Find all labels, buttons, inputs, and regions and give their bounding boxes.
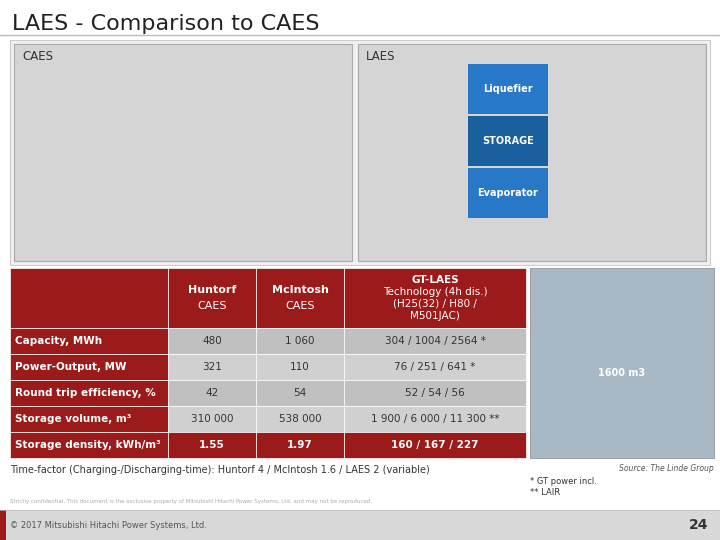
Bar bbox=[344, 432, 526, 458]
Text: Storage density, kWh/m³: Storage density, kWh/m³ bbox=[15, 440, 161, 450]
Bar bbox=[468, 116, 548, 166]
Text: CAES: CAES bbox=[197, 301, 227, 311]
Text: Time-factor (Charging-/Discharging-time): Huntorf 4 / McIntosh 1.6 / LAES 2 (var: Time-factor (Charging-/Discharging-time)… bbox=[10, 465, 430, 475]
Text: Technology (4h dis.): Technology (4h dis.) bbox=[383, 287, 487, 297]
Text: Round trip efficiency, %: Round trip efficiency, % bbox=[15, 388, 156, 398]
Text: (H25(32) / H80 /: (H25(32) / H80 / bbox=[393, 299, 477, 309]
Bar bbox=[10, 406, 168, 432]
Bar bbox=[344, 268, 526, 328]
Text: 1.55: 1.55 bbox=[199, 440, 225, 450]
Text: McIntosh: McIntosh bbox=[271, 285, 328, 295]
Text: Liquefier: Liquefier bbox=[483, 84, 533, 94]
Text: 304 / 1004 / 2564 *: 304 / 1004 / 2564 * bbox=[384, 336, 485, 346]
Text: STORAGE: STORAGE bbox=[482, 136, 534, 146]
Bar bbox=[168, 406, 256, 432]
Bar bbox=[168, 380, 256, 406]
Text: GT-LAES: GT-LAES bbox=[411, 275, 459, 285]
Text: 110: 110 bbox=[290, 362, 310, 372]
Bar bbox=[168, 328, 256, 354]
Bar bbox=[256, 406, 344, 432]
Text: © 2017 Mitsubishi Hitachi Power Systems, Ltd.: © 2017 Mitsubishi Hitachi Power Systems,… bbox=[10, 521, 207, 530]
Text: Storage volume, m³: Storage volume, m³ bbox=[15, 414, 131, 424]
Bar bbox=[344, 354, 526, 380]
Text: 160 / 167 / 227: 160 / 167 / 227 bbox=[391, 440, 479, 450]
Bar bbox=[10, 40, 710, 265]
Text: 54: 54 bbox=[293, 388, 307, 398]
Bar bbox=[256, 432, 344, 458]
Bar bbox=[468, 64, 548, 114]
Text: 538 000: 538 000 bbox=[279, 414, 321, 424]
Text: 76 / 251 / 641 *: 76 / 251 / 641 * bbox=[395, 362, 476, 372]
Bar bbox=[10, 328, 168, 354]
Bar bbox=[256, 328, 344, 354]
Text: LAES - Comparison to CAES: LAES - Comparison to CAES bbox=[12, 14, 320, 34]
Bar bbox=[0, 510, 6, 540]
Text: 1600 m3: 1600 m3 bbox=[598, 368, 646, 377]
Bar bbox=[256, 380, 344, 406]
Bar bbox=[168, 354, 256, 380]
Bar bbox=[344, 328, 526, 354]
Bar bbox=[168, 432, 256, 458]
Text: 1 900 / 6 000 / 11 300 **: 1 900 / 6 000 / 11 300 ** bbox=[371, 414, 499, 424]
Text: Evaporator: Evaporator bbox=[477, 188, 539, 198]
Bar bbox=[344, 380, 526, 406]
Bar bbox=[468, 168, 548, 218]
Text: 321: 321 bbox=[202, 362, 222, 372]
Text: LAES: LAES bbox=[366, 50, 395, 63]
Text: 480: 480 bbox=[202, 336, 222, 346]
Text: ** LAIR: ** LAIR bbox=[530, 488, 560, 497]
Bar bbox=[256, 354, 344, 380]
Text: 52 / 54 / 56: 52 / 54 / 56 bbox=[405, 388, 465, 398]
Bar bbox=[530, 268, 714, 458]
Text: Capacity, MWh: Capacity, MWh bbox=[15, 336, 102, 346]
Text: 1 060: 1 060 bbox=[285, 336, 315, 346]
Bar bbox=[10, 354, 168, 380]
Text: 1.97: 1.97 bbox=[287, 440, 313, 450]
Bar bbox=[10, 268, 168, 328]
Bar bbox=[344, 406, 526, 432]
Bar bbox=[256, 268, 344, 328]
Bar bbox=[14, 44, 352, 261]
Bar bbox=[10, 432, 168, 458]
Text: M501JAC): M501JAC) bbox=[410, 311, 460, 321]
Bar bbox=[168, 268, 256, 328]
Bar bbox=[10, 380, 168, 406]
Text: CAES: CAES bbox=[285, 301, 315, 311]
Bar bbox=[0, 510, 720, 540]
Text: 24: 24 bbox=[688, 518, 708, 532]
Text: 42: 42 bbox=[205, 388, 219, 398]
Text: Power-Output, MW: Power-Output, MW bbox=[15, 362, 127, 372]
Bar bbox=[358, 44, 706, 261]
Text: Source: The Linde Group: Source: The Linde Group bbox=[619, 464, 714, 473]
Text: 310 000: 310 000 bbox=[191, 414, 233, 424]
Text: * GT power incl.: * GT power incl. bbox=[530, 477, 597, 486]
Text: Huntorf: Huntorf bbox=[188, 285, 236, 295]
Text: Strictly confidential. This document is the exclusive property of Mitsubishi Hit: Strictly confidential. This document is … bbox=[10, 499, 372, 504]
Text: CAES: CAES bbox=[22, 50, 53, 63]
